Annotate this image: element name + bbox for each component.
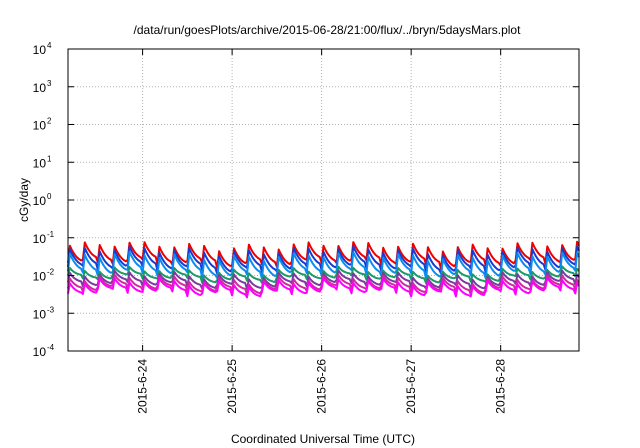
- series-line: [67, 245, 580, 275]
- series-line: [67, 265, 580, 285]
- y-tick-label: 10: [33, 270, 47, 284]
- y-tick-label: 10: [33, 232, 47, 246]
- y-tick-exponent: 4: [47, 41, 52, 50]
- y-tick-exponent: -1: [47, 230, 55, 239]
- y-tick-exponent: 0: [47, 192, 52, 201]
- series-line: [67, 269, 580, 291]
- y-tick-exponent: 3: [47, 79, 52, 88]
- x-tick-label: 2015-6-24: [136, 359, 150, 414]
- series-line: [67, 276, 580, 299]
- y-tick-label: 10: [33, 345, 47, 359]
- y-tick-label: 10: [33, 81, 47, 95]
- x-tick-label: 2015-6-27: [404, 359, 418, 414]
- series-line: [67, 250, 580, 280]
- y-tick-exponent: -3: [47, 305, 55, 314]
- y-tick-label: 10: [33, 43, 47, 57]
- y-axis-label: cGy/day: [17, 178, 31, 222]
- y-tick-label: 10: [33, 194, 47, 208]
- x-axis-label: Coordinated Universal Time (UTC): [231, 432, 415, 446]
- y-tick-exponent: 2: [47, 117, 52, 126]
- x-tick-label: 2015-6-26: [315, 359, 329, 414]
- x-tick-label: 2015-6-28: [494, 359, 508, 414]
- chart-title: /data/run/goesPlots/archive/2015-06-28/2…: [134, 23, 522, 37]
- series-group: [67, 240, 580, 299]
- series-line: [67, 240, 580, 270]
- x-ticks: 2015-6-24 2015-6-25 2015-6-26 2015-6-27 2015…: [136, 49, 508, 414]
- series-line: [67, 273, 580, 296]
- y-tick-label: 10: [33, 307, 47, 321]
- y-tick-label: 10: [33, 156, 47, 170]
- y-tick-exponent: -2: [47, 268, 55, 277]
- x-tick-label: 2015-6-25: [225, 359, 239, 414]
- y-tick-exponent: 1: [47, 154, 52, 163]
- y-tick-exponent: -4: [47, 343, 55, 352]
- grid: [68, 49, 579, 351]
- y-tick-label: 10: [33, 119, 47, 133]
